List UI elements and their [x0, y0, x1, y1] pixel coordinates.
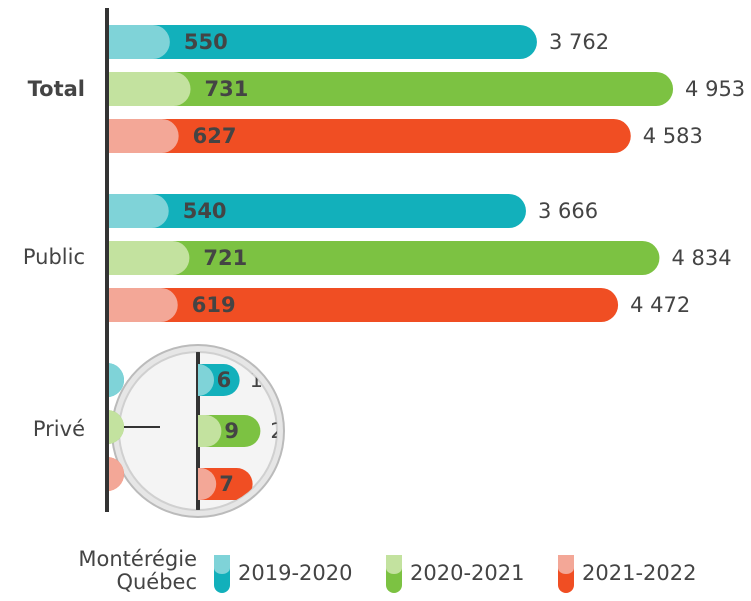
value-label: 4 472	[630, 293, 690, 317]
bar-inner	[107, 119, 179, 153]
value-label: 3 762	[549, 30, 609, 54]
legend-region: Québec	[116, 570, 197, 594]
value-label: 4 834	[671, 246, 731, 270]
legend-swatch	[386, 568, 402, 593]
inner-value-label: 731	[205, 77, 249, 101]
category-label: Public	[23, 245, 85, 269]
bar	[107, 288, 619, 322]
bar-inner	[107, 25, 170, 59]
legend-swatch-inner	[386, 555, 402, 574]
bar-inner	[107, 194, 169, 228]
legend-label: 2019-2020	[238, 561, 352, 585]
legend-swatch-inner	[214, 555, 230, 574]
bar	[107, 25, 537, 59]
bar	[107, 241, 660, 275]
zoom-bar-inner	[198, 415, 222, 447]
inner-value-label: 6	[217, 368, 232, 392]
legend-swatch	[214, 568, 230, 593]
legend-label: 2020-2021	[410, 561, 524, 585]
bar	[107, 72, 674, 106]
inner-value-label: 627	[193, 124, 237, 148]
inner-value-label: 721	[203, 246, 247, 270]
zoom-bar-inner	[198, 468, 217, 500]
bar-inner	[107, 288, 178, 322]
bar	[107, 119, 631, 153]
inner-value-label: 7	[219, 472, 234, 496]
zoom-bar-inner	[198, 364, 215, 396]
value-label: 4 583	[643, 124, 703, 148]
category-label: Privé	[33, 417, 85, 441]
inner-value-label: 550	[184, 30, 228, 54]
inner-value-label: 619	[192, 293, 236, 317]
value-label: 3 666	[538, 199, 598, 223]
value-label: 4 953	[685, 77, 745, 101]
bar-inner	[107, 410, 124, 444]
bar	[107, 194, 526, 228]
bar-inner	[107, 241, 190, 275]
legend-label: 2021-2022	[582, 561, 696, 585]
inner-value-label: 540	[183, 199, 227, 223]
magnifier-content: 616924721	[196, 352, 297, 510]
legend-swatch	[558, 568, 574, 593]
inner-value-label: 9	[224, 419, 239, 443]
bar-inner	[107, 457, 124, 491]
legend-swatch-inner	[558, 555, 574, 574]
bar-inner	[107, 72, 191, 106]
value-label: 24	[270, 419, 297, 443]
category-label: Total	[28, 77, 85, 101]
bar-inner	[107, 363, 124, 397]
legend-region: Montérégie	[78, 547, 197, 571]
